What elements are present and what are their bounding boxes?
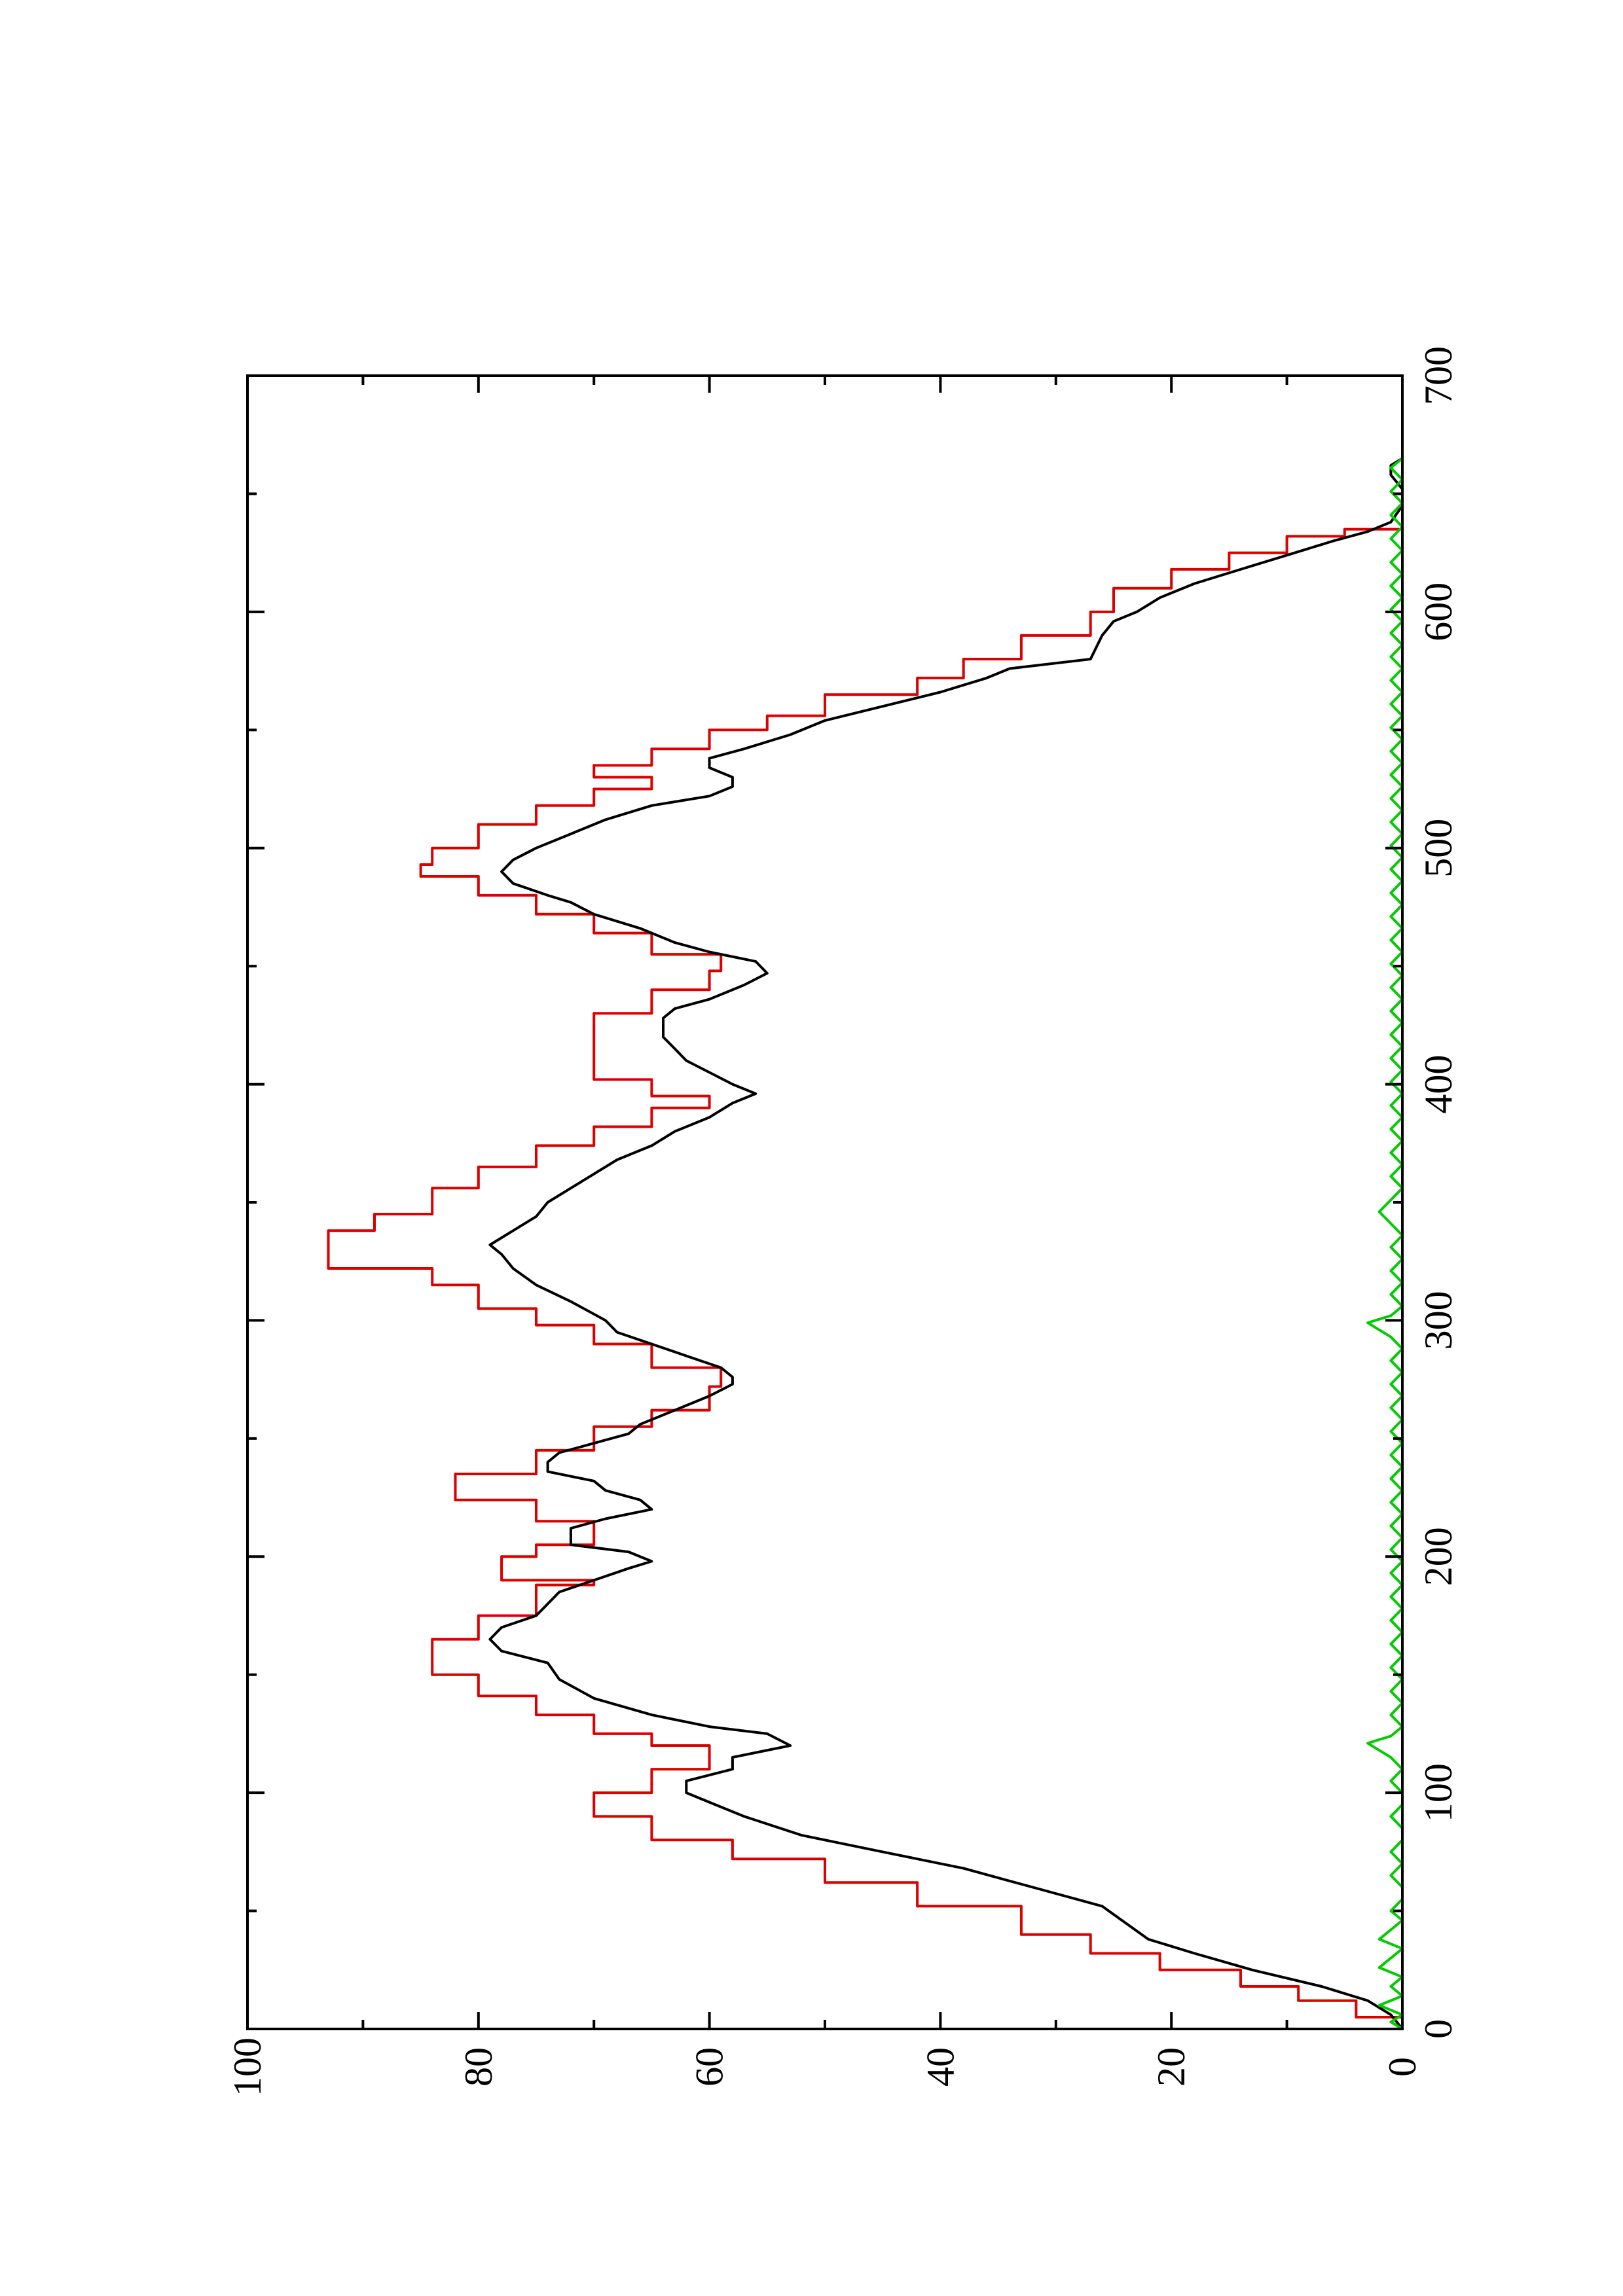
y-tick-label: 100 — [226, 2037, 269, 2096]
x-tick-label: 0 — [1417, 2019, 1460, 2039]
plot-layer — [327, 457, 1404, 2030]
plot-frame — [246, 374, 1404, 2030]
x-tick-label: 300 — [1417, 1291, 1460, 1350]
y-tick-label: 0 — [1381, 2057, 1424, 2077]
tick-labels: 0 100 200 300 400 500 600 700 0 20 40 60 80 100 — [226, 346, 1460, 2096]
x-tick-label: 700 — [1417, 346, 1460, 405]
axis-ticks — [246, 374, 1404, 2030]
x-tick-label: 500 — [1417, 819, 1460, 878]
series-line-3 — [1366, 457, 1404, 2030]
y-tick-label: 40 — [919, 2047, 962, 2087]
y-tick-label: 20 — [1150, 2047, 1193, 2087]
x-tick-label: 200 — [1417, 1527, 1460, 1586]
x-tick-label: 100 — [1417, 1763, 1460, 1822]
series-line-2 — [488, 457, 1404, 2030]
y-tick-label: 60 — [688, 2047, 731, 2087]
y-tick-label: 80 — [457, 2047, 500, 2087]
x-tick-label: 600 — [1417, 583, 1460, 641]
x-tick-label: 400 — [1417, 1055, 1460, 1114]
series-line-1 — [327, 458, 1404, 2029]
